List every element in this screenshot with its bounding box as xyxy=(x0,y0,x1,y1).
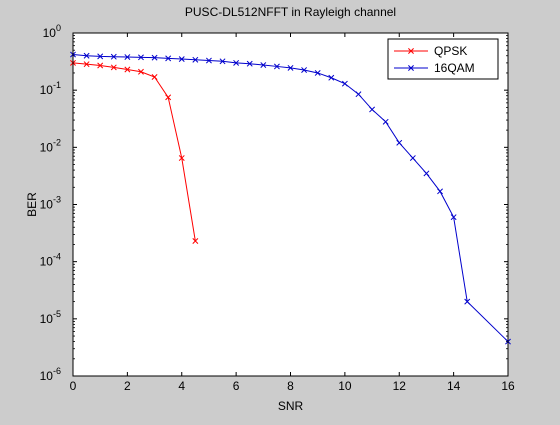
data-point-16qam xyxy=(423,170,430,177)
y-tick-label: 10-3 xyxy=(40,195,61,212)
series-line-qpsk xyxy=(72,62,196,242)
data-point-16qam xyxy=(205,57,212,64)
data-point-qpsk xyxy=(110,64,117,71)
legend-box xyxy=(387,38,499,80)
x-tick-label: 6 xyxy=(233,379,240,393)
data-point-16qam xyxy=(369,106,376,113)
legend-label-16qam: 16QAM xyxy=(434,61,475,75)
x-tick-label: 2 xyxy=(124,379,131,393)
data-point-16qam xyxy=(192,56,199,63)
x-tick-label: 10 xyxy=(338,379,352,393)
data-point-16qam xyxy=(178,56,185,63)
data-point-qpsk xyxy=(138,68,144,75)
series-qpsk xyxy=(70,59,199,244)
data-point-qpsk xyxy=(124,66,131,73)
x-tick-label: 8 xyxy=(287,379,294,393)
x-axis-label: SNR xyxy=(278,399,304,413)
data-point-16qam xyxy=(260,62,267,69)
x-tick-label: 4 xyxy=(178,379,185,393)
y-tick-label: 10-2 xyxy=(40,137,61,154)
y-tick-label: 100 xyxy=(43,23,61,40)
y-tick-label: 10-4 xyxy=(40,252,61,269)
series-16qam xyxy=(70,51,511,345)
data-point-16qam xyxy=(450,214,457,221)
data-point-16qam xyxy=(396,139,403,146)
data-point-qpsk xyxy=(165,94,172,101)
y-tick-label: 10-5 xyxy=(40,309,61,326)
legend-marker-16qam xyxy=(408,65,414,71)
data-point-16qam xyxy=(273,63,280,70)
data-point-16qam xyxy=(301,67,308,73)
plot-area xyxy=(73,33,508,376)
data-point-16qam xyxy=(341,80,348,87)
data-point-16qam xyxy=(355,91,362,98)
data-point-qpsk xyxy=(192,238,199,244)
plot-frame xyxy=(72,32,509,377)
data-point-16qam xyxy=(138,54,144,61)
y-tick-label: 10-6 xyxy=(40,366,61,383)
data-point-16qam xyxy=(151,54,158,61)
data-point-16qam xyxy=(464,298,471,305)
data-point-qpsk xyxy=(83,61,90,68)
data-point-qpsk xyxy=(151,74,158,80)
data-point-16qam xyxy=(219,58,226,65)
x-tick-label: 12 xyxy=(393,379,407,393)
data-point-16qam xyxy=(328,74,335,81)
data-point-16qam xyxy=(437,188,443,195)
x-tick-label: 14 xyxy=(447,379,461,393)
chart-title: PUSC-DL512NFFT in Rayleigh channel xyxy=(185,5,396,19)
data-point-qpsk xyxy=(97,62,104,69)
data-point-16qam xyxy=(409,155,416,161)
legend-label-qpsk: QPSK xyxy=(434,44,467,58)
data-point-16qam xyxy=(110,53,117,60)
legend: QPSK 16QAM xyxy=(387,38,499,80)
data-point-16qam xyxy=(83,52,90,59)
data-point-16qam xyxy=(165,55,172,62)
data-point-16qam xyxy=(97,53,104,60)
data-point-16qam xyxy=(287,64,294,71)
data-point-16qam xyxy=(233,59,240,66)
legend-marker-qpsk xyxy=(408,48,414,54)
data-point-16qam xyxy=(246,60,253,67)
x-tick-label: 0 xyxy=(70,379,77,393)
y-tick-label: 10-1 xyxy=(40,80,61,97)
data-point-qpsk xyxy=(178,155,185,161)
x-tick-label: 16 xyxy=(501,379,515,393)
data-point-16qam xyxy=(314,70,321,76)
y-axis-label: BER xyxy=(25,192,39,217)
data-point-16qam xyxy=(382,118,389,125)
data-point-16qam xyxy=(124,54,131,60)
